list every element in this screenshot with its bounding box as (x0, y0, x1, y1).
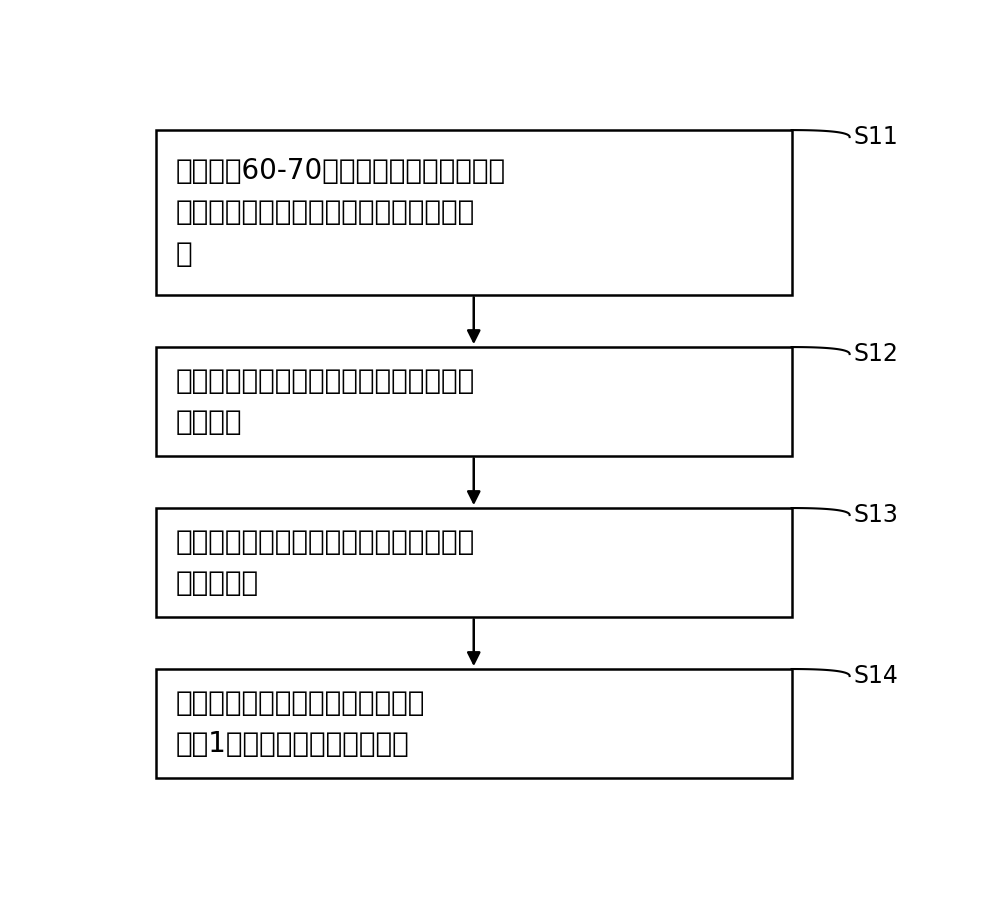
Bar (156, 508, 792, 616)
Text: 对所述三角梅进行第二次控水作业后加入
无机营养液: 对所述三角梅进行第二次控水作业后加入 无机营养液 (175, 528, 475, 597)
Bar (156, 669, 792, 777)
Bar (156, 347, 792, 455)
Text: S11: S11 (854, 125, 898, 149)
Text: 对所述三角梅进行第一次控水作业后加入
外源激素: 对所述三角梅进行第一次控水作业后加入 外源激素 (175, 366, 475, 436)
Text: S13: S13 (854, 503, 898, 527)
Text: S12: S12 (854, 342, 898, 366)
Bar (156, 130, 792, 295)
Text: S14: S14 (854, 664, 898, 688)
Text: 在花期前60-70天，对三角梅的枝条进行
整形修剪、松土断根，以及施用腐熟有机
肥: 在花期前60-70天，对三角梅的枝条进行 整形修剪、松土断根，以及施用腐熟有机 … (175, 157, 506, 267)
Text: 补施有机肥，与前次有机肥施用间
隔约1个月，此后每月施用一次: 补施有机肥，与前次有机肥施用间 隔约1个月，此后每月施用一次 (175, 689, 425, 758)
